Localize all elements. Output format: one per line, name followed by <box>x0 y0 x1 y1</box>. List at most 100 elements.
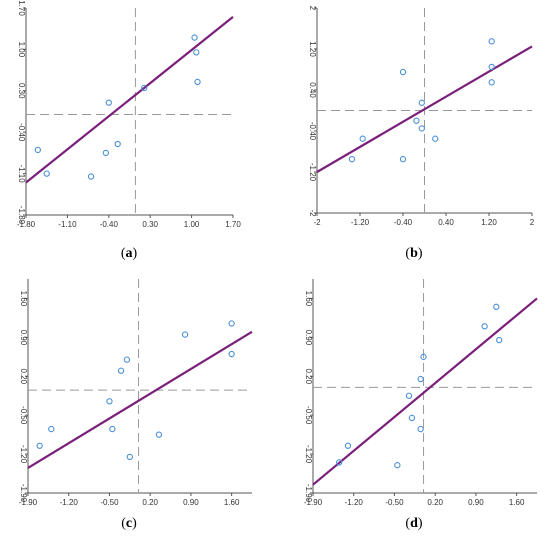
panel-letter: b <box>410 246 418 261</box>
x-tick-label: -0.40 <box>100 220 119 229</box>
data-point <box>336 459 343 466</box>
y-tick-label: 0.90 <box>19 330 28 346</box>
panel-label: (a) <box>121 246 138 261</box>
regression-line <box>316 45 533 173</box>
data-point <box>405 392 413 399</box>
data-point <box>417 375 424 383</box>
x-tick-label: 0.30 <box>142 220 158 229</box>
x-tick-label: 1.60 <box>224 498 240 507</box>
data-point <box>420 353 427 360</box>
panel-b: -2 -1.20 -0.40 0.40 1.20 2 -2 -1.20 -0.40 0.40 1.2… <box>308 6 535 261</box>
data-point <box>488 79 495 86</box>
x-tick-label: -0.40 <box>394 218 413 227</box>
x-tick-label: 1.20 <box>481 218 497 227</box>
regression-line <box>27 330 253 469</box>
y-tick-label: 0.30 <box>17 83 26 99</box>
data-point <box>394 462 401 469</box>
panel-letter: a <box>126 246 133 261</box>
data-point <box>193 49 200 56</box>
panel-label: (c) <box>121 516 137 531</box>
data-point <box>408 414 416 422</box>
data-point <box>418 125 425 132</box>
y-tick-label: -0.40 <box>308 122 317 141</box>
data-point <box>413 117 420 124</box>
y-tick-label: 1.00 <box>17 42 26 58</box>
panel-c: -1.90 -1.20 -0.50 0.20 0.90 1.60 -1.90 -1.20 -0.… <box>19 279 253 531</box>
y-tick-label: 0.20 <box>19 368 28 384</box>
regression-line <box>25 16 234 184</box>
data-point <box>493 303 500 310</box>
panel-letter: d <box>410 516 418 531</box>
y-tick-label: 1.60 <box>19 291 28 307</box>
x-tick-label: 1.00 <box>184 220 200 229</box>
data-point <box>114 140 121 148</box>
x-tick-label: -1.20 <box>60 498 79 507</box>
data-point <box>43 170 50 177</box>
y-tick-label: 2 <box>308 6 317 11</box>
data-point <box>418 99 425 106</box>
data-point <box>417 425 424 433</box>
x-tick-label: -1.80 <box>17 220 36 229</box>
data-point <box>191 34 198 41</box>
data-point <box>36 442 43 449</box>
y-tick-label: 1.70 <box>17 0 26 16</box>
x-tick-label: -0.50 <box>100 498 119 507</box>
y-tick-label: -0.40 <box>17 123 26 142</box>
data-point <box>194 78 201 86</box>
data-point <box>105 99 112 106</box>
x-tick-label: 2 <box>530 218 535 227</box>
panel-letter: c <box>126 516 132 531</box>
x-tick-label: -1.10 <box>58 220 77 229</box>
panel-d: -1.90 -1.20 -0.50 0.20 0.90 1.60 -1.90 -1.20 -0.… <box>304 279 538 531</box>
y-tick-label: -1.90 <box>304 484 313 503</box>
y-tick-label: 1.20 <box>308 41 317 57</box>
x-tick-label: 0.90 <box>468 498 484 507</box>
regression-line <box>312 297 538 486</box>
y-tick-label: 0.40 <box>308 82 317 98</box>
y-tick-label: -1.10 <box>17 164 26 183</box>
x-tick-label: 0.90 <box>183 498 199 507</box>
data-point <box>102 149 109 157</box>
data-point <box>117 367 125 374</box>
x-tick-label: -0.50 <box>385 498 404 507</box>
y-tick-label: -1.20 <box>308 163 317 182</box>
x-tick-label: -1.90 <box>304 498 323 507</box>
data-point <box>481 323 488 330</box>
y-tick-label: -1.20 <box>19 445 28 464</box>
data-point <box>432 135 439 142</box>
data-point <box>348 156 356 163</box>
data-point <box>34 146 41 154</box>
data-point <box>123 356 131 363</box>
data-point <box>359 135 366 142</box>
x-tick-label: 0.20 <box>427 498 443 507</box>
x-tick-label: -1.20 <box>345 498 364 507</box>
y-tick-label: 0.20 <box>304 368 313 384</box>
x-tick-label: -2 <box>313 218 321 227</box>
x-tick-label: 1.70 <box>225 220 241 229</box>
data-point <box>496 336 503 344</box>
data-point <box>344 442 352 449</box>
panel-label: (b) <box>405 246 422 261</box>
data-point <box>48 425 55 433</box>
panel-label: (d) <box>405 516 422 531</box>
data-point <box>399 156 407 163</box>
y-tick-label: -0.50 <box>304 406 313 425</box>
y-tick-label: 1.60 <box>304 291 313 307</box>
y-tick-label: -1.20 <box>304 445 313 464</box>
data-point <box>106 398 113 405</box>
data-point <box>181 331 189 338</box>
data-point <box>488 38 495 45</box>
y-tick-label: -1.90 <box>19 484 28 503</box>
x-tick-label: -1.90 <box>19 498 38 507</box>
data-point <box>399 68 407 76</box>
x-tick-label: 0.40 <box>438 218 454 227</box>
y-tick-label: -1.80 <box>17 206 26 225</box>
x-tick-label: -1.20 <box>351 218 370 227</box>
y-tick-label: -0.50 <box>19 406 28 425</box>
y-tick-label: -2 <box>308 209 317 217</box>
data-point <box>87 173 95 180</box>
x-tick-label: 1.60 <box>509 498 525 507</box>
data-point <box>155 431 163 438</box>
y-tick-label: 0.90 <box>304 330 313 346</box>
